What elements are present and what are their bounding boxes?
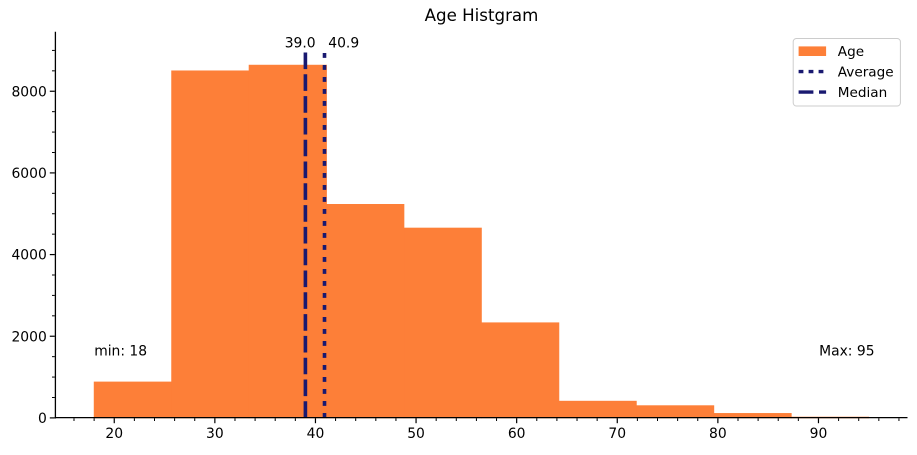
histogram-bar [636, 405, 715, 419]
legend-label-age: Age [838, 44, 864, 60]
x-tick-label: 20 [105, 426, 123, 442]
x-tick-label: 60 [508, 426, 526, 442]
y-tick-label: 2000 [11, 329, 46, 345]
x-tick-label: 30 [206, 426, 224, 442]
y-tick-label: 8000 [11, 84, 46, 100]
histogram-bar [403, 227, 482, 419]
histogram-bar [248, 64, 327, 419]
y-tick-label: 0 [38, 411, 47, 427]
min-annotation: min: 18 [94, 343, 147, 359]
histogram-bar [93, 381, 172, 419]
x-tick-label: 40 [307, 426, 325, 442]
bars-layer [93, 64, 870, 419]
max-annotation: Max: 95 [819, 343, 874, 359]
histogram-bar [558, 400, 637, 419]
x-tick-label: 90 [810, 426, 828, 442]
average-value-label: 40.9 [328, 35, 359, 51]
median-value-label: 39.0 [285, 35, 316, 51]
legend-label-median: Median [838, 85, 887, 101]
x-tick-label: 50 [407, 426, 425, 442]
histogram-bar [171, 70, 250, 419]
y-tick-label: 6000 [11, 166, 46, 182]
histogram-bar [326, 204, 405, 419]
axes-layer: 20 30 40 50 60 70 80 90 0 2000 4000 6000 8000 [11, 31, 908, 442]
legend-label-average: Average [838, 65, 894, 81]
chart-title: Age Histgram [425, 6, 539, 25]
y-tick-label: 4000 [11, 248, 46, 264]
x-tick-label: 80 [709, 426, 727, 442]
legend-swatch-age [798, 46, 827, 56]
x-tick-label: 70 [608, 426, 626, 442]
legend: Age Average Median [792, 38, 901, 107]
histogram-bar [481, 322, 560, 419]
